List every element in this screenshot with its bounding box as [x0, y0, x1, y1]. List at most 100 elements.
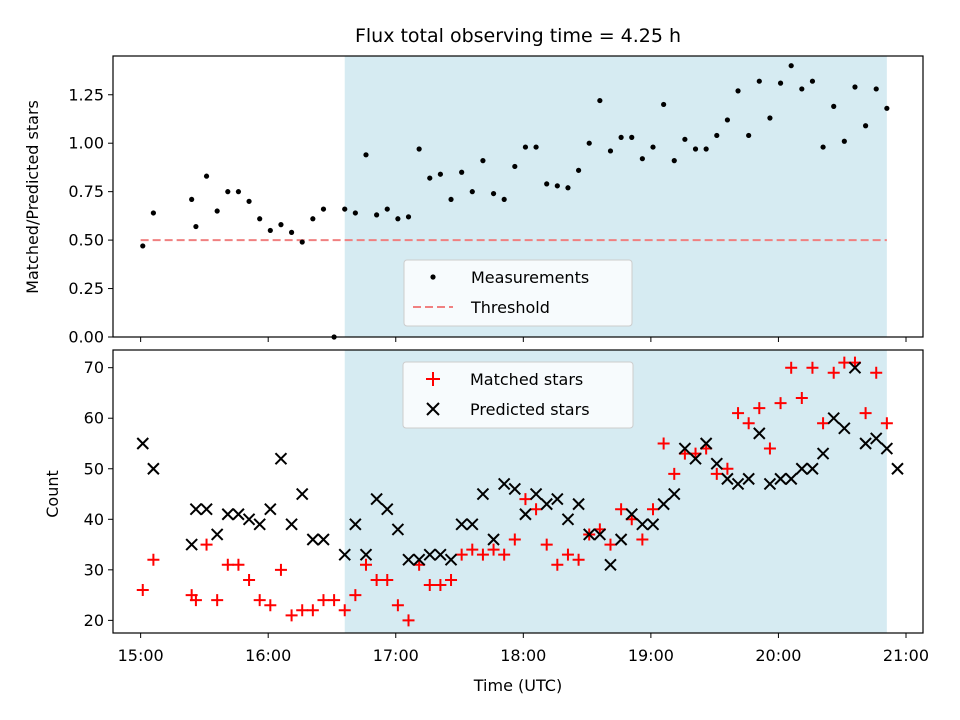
x-tick-label: 21:00 [883, 646, 929, 665]
top-legend-box [403, 259, 633, 327]
predicted-star-point [859, 437, 872, 450]
predicted-stars-points [136, 361, 904, 571]
matched-star-point [795, 392, 808, 405]
matched-star-point [391, 599, 404, 612]
bottom-y-tick-label: 60 [84, 409, 104, 428]
measurement-point [586, 140, 592, 146]
x-tick-label: 17:00 [373, 646, 419, 665]
measurement-point [884, 105, 890, 111]
top-y-tick-label: 1.00 [68, 134, 104, 153]
measurement-point [618, 134, 624, 140]
measurement-point [384, 206, 390, 212]
matched-star-point [338, 604, 351, 617]
matched-star-point [243, 573, 256, 586]
matched-star-point [147, 553, 160, 566]
matched-star-point [827, 366, 840, 379]
matched-star-point [476, 548, 489, 561]
measurement-point [735, 88, 741, 94]
x-tick-label: 19:00 [628, 646, 674, 665]
matched-star-point [806, 361, 819, 374]
matched-star-point [317, 594, 330, 607]
bottom-y-tick-label: 20 [84, 611, 104, 630]
matched-star-point [445, 573, 458, 586]
matched-star-point [466, 543, 479, 556]
predicted-star-point [604, 558, 617, 571]
measurement-point [150, 210, 156, 216]
measurement-point [405, 214, 412, 220]
predicted-star-point [306, 533, 320, 546]
predicted-star-point [136, 437, 149, 450]
bottom-x-ticks: 15:00 16:00 17:00 18:00 19:00 20:00 21:00 [118, 633, 929, 665]
predicted-star-point [423, 548, 436, 561]
measurement-point [140, 243, 146, 249]
predicted-legend-marker [426, 402, 440, 416]
top-y-ticks: 0.00 0.25 0.50 0.75 1.00 1.25 [68, 85, 113, 347]
matched-star-point [285, 609, 298, 622]
measurement-point [225, 189, 231, 195]
measurement-point [480, 158, 486, 164]
chart-title: Flux total observing time = 4.25 h [355, 25, 681, 47]
predicted-star-point [274, 452, 288, 465]
predicted-star-point [264, 502, 277, 516]
matched-star-point [296, 604, 309, 617]
matched-star-point [636, 533, 649, 546]
measurement-point [852, 84, 858, 90]
predicted-star-point [338, 548, 351, 561]
matched-star-point [838, 356, 851, 369]
matched-star-point [423, 578, 436, 591]
predicted-star-point [710, 457, 723, 470]
predicted-star-point [763, 477, 777, 491]
legend-predicted: Predicted stars [470, 400, 590, 419]
matched-star-point [859, 407, 872, 420]
matched-star-point [561, 548, 574, 561]
measurement-point [862, 123, 869, 129]
bottom-axes-frame [112, 349, 924, 634]
measurement-point [459, 169, 465, 175]
matched-star-point [710, 467, 723, 480]
predicted-star-point [795, 462, 809, 475]
predicted-star-point [657, 497, 670, 511]
matched-star-point [540, 538, 553, 551]
predicted-star-point [753, 427, 766, 440]
predicted-star-point [816, 447, 830, 460]
matched-star-point [763, 442, 776, 455]
matched-star-point [200, 538, 213, 551]
matched-star-point [604, 538, 617, 551]
predicted-star-point [838, 422, 851, 435]
predicted-star-point [625, 508, 638, 521]
top-y-axis-label: Matched/Predicted stars [23, 100, 42, 294]
matched-star-point [349, 589, 362, 602]
matched-star-point [232, 558, 245, 571]
measurement-point [714, 132, 720, 139]
matched-star-point [774, 397, 787, 410]
measurement-point [597, 97, 603, 104]
measurements-legend-marker [430, 274, 436, 280]
matched-star-point [370, 573, 383, 586]
predicted-star-point [891, 462, 904, 475]
bottom-y-tick-label: 30 [84, 560, 104, 579]
legend-matched: Matched stars [470, 370, 583, 389]
top-y-tick-label: 0.00 [68, 328, 104, 347]
matched-star-point [530, 503, 543, 516]
measurement-point [629, 134, 635, 140]
predicted-star-point [529, 487, 543, 501]
ratio-panel: 0.00 0.25 0.50 0.75 1.00 1.25 Flux total obse… [23, 25, 924, 347]
predicted-star-point [551, 492, 564, 506]
measurement-point [490, 190, 497, 197]
bottom-y-tick-label: 70 [84, 358, 104, 377]
measurement-point [554, 183, 560, 189]
matched-star-point [668, 467, 681, 480]
measurement-point [756, 78, 762, 84]
predicted-star-point [444, 553, 458, 566]
predicted-star-point [370, 492, 383, 506]
predicted-star-point [827, 412, 840, 425]
predicted-star-point [508, 482, 522, 496]
top-legend: Measurements Threshold [403, 259, 633, 327]
predicted-star-point [232, 508, 245, 521]
measurement-point [746, 132, 752, 139]
predicted-star-point [412, 553, 426, 566]
matched-star-point [785, 361, 798, 374]
measurement-point [522, 144, 529, 150]
matched-star-point [381, 573, 394, 586]
